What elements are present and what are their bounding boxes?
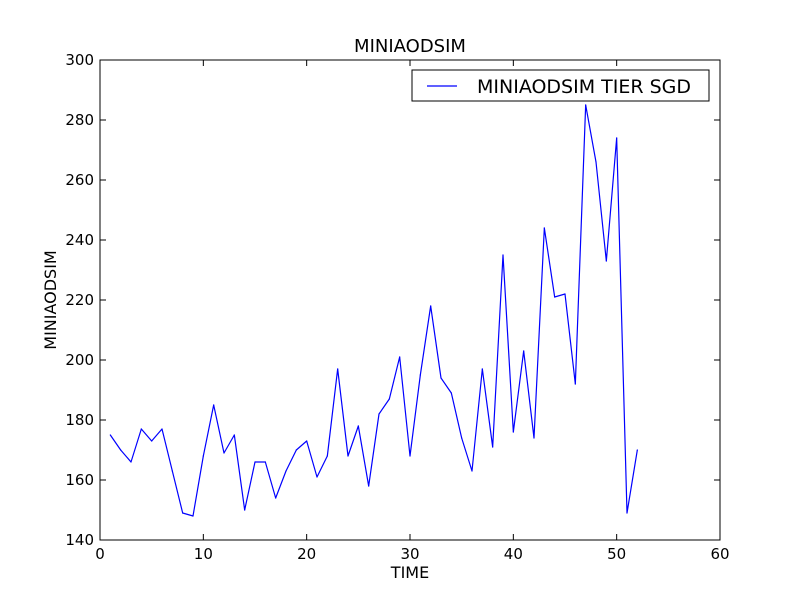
data-point xyxy=(533,437,535,439)
data-point xyxy=(316,476,318,478)
data-point xyxy=(357,425,359,427)
data-point xyxy=(130,461,132,463)
y-tick-label: 200 xyxy=(65,351,94,369)
data-point xyxy=(244,509,246,511)
data-point xyxy=(275,497,277,499)
data-point xyxy=(378,413,380,415)
data-point xyxy=(585,104,587,106)
legend: MINIAODSIM TIER SGD xyxy=(411,69,710,102)
data-point xyxy=(202,455,204,457)
data-point xyxy=(140,428,142,430)
data-point xyxy=(564,293,566,295)
data-point xyxy=(502,254,504,256)
data-point xyxy=(430,305,432,307)
y-axis-label: MINIAODSIM xyxy=(41,250,60,349)
data-point xyxy=(481,368,483,370)
data-point xyxy=(264,461,266,463)
data-point xyxy=(626,512,628,514)
data-point xyxy=(471,470,473,472)
data-point xyxy=(595,161,597,163)
x-axis: 0 10 20 30 40 50 60 xyxy=(95,60,730,563)
data-point xyxy=(213,404,215,406)
data-point xyxy=(171,470,173,472)
data-point xyxy=(388,398,390,400)
data-point xyxy=(636,449,638,451)
legend-box xyxy=(411,69,710,102)
data-point xyxy=(306,440,308,442)
data-point xyxy=(347,455,349,457)
data-point xyxy=(337,368,339,370)
data-point xyxy=(109,434,111,436)
chart-title: MINIAODSIM xyxy=(354,36,466,57)
data-point xyxy=(285,470,287,472)
y-tick-label: 240 xyxy=(65,231,94,249)
y-tick-label: 300 xyxy=(65,51,94,69)
x-tick-label: 50 xyxy=(607,545,626,563)
x-tick-label: 30 xyxy=(400,545,419,563)
data-point xyxy=(543,227,545,229)
x-tick-label: 60 xyxy=(710,545,729,563)
data-point xyxy=(368,485,370,487)
x-tick-label: 10 xyxy=(194,545,213,563)
data-point xyxy=(461,437,463,439)
data-point xyxy=(419,374,421,376)
data-point xyxy=(120,449,122,451)
data-point xyxy=(233,434,235,436)
data-point xyxy=(326,455,328,457)
series-line xyxy=(109,104,638,517)
data-point xyxy=(182,512,184,514)
y-tick-label: 180 xyxy=(65,411,94,429)
data-point xyxy=(399,356,401,358)
y-tick-label: 140 xyxy=(65,531,94,549)
y-tick-label: 160 xyxy=(65,471,94,489)
series-layer xyxy=(109,104,638,517)
data-point xyxy=(223,452,225,454)
y-tick-label: 280 xyxy=(65,111,94,129)
x-tick-label: 40 xyxy=(504,545,523,563)
plot-area xyxy=(100,60,720,540)
legend-label: MINIAODSIM TIER SGD xyxy=(477,76,691,98)
data-point xyxy=(161,428,163,430)
data-point xyxy=(574,383,576,385)
data-point xyxy=(492,446,494,448)
x-axis-label: TIME xyxy=(390,563,429,582)
data-point xyxy=(409,455,411,457)
data-point xyxy=(151,440,153,442)
y-tick-label: 260 xyxy=(65,171,94,189)
data-point xyxy=(192,515,194,517)
data-point xyxy=(616,137,618,139)
x-tick-label: 0 xyxy=(95,545,105,563)
data-point xyxy=(512,431,514,433)
x-tick-label: 20 xyxy=(297,545,316,563)
data-point xyxy=(440,377,442,379)
y-axis: 140 160 180 200 220 240 260 280 300 xyxy=(65,51,720,549)
data-point xyxy=(554,296,556,298)
data-point xyxy=(450,392,452,394)
data-point xyxy=(605,260,607,262)
data-point xyxy=(523,350,525,352)
y-tick-label: 220 xyxy=(65,291,94,309)
data-point xyxy=(295,449,297,451)
data-point xyxy=(254,461,256,463)
